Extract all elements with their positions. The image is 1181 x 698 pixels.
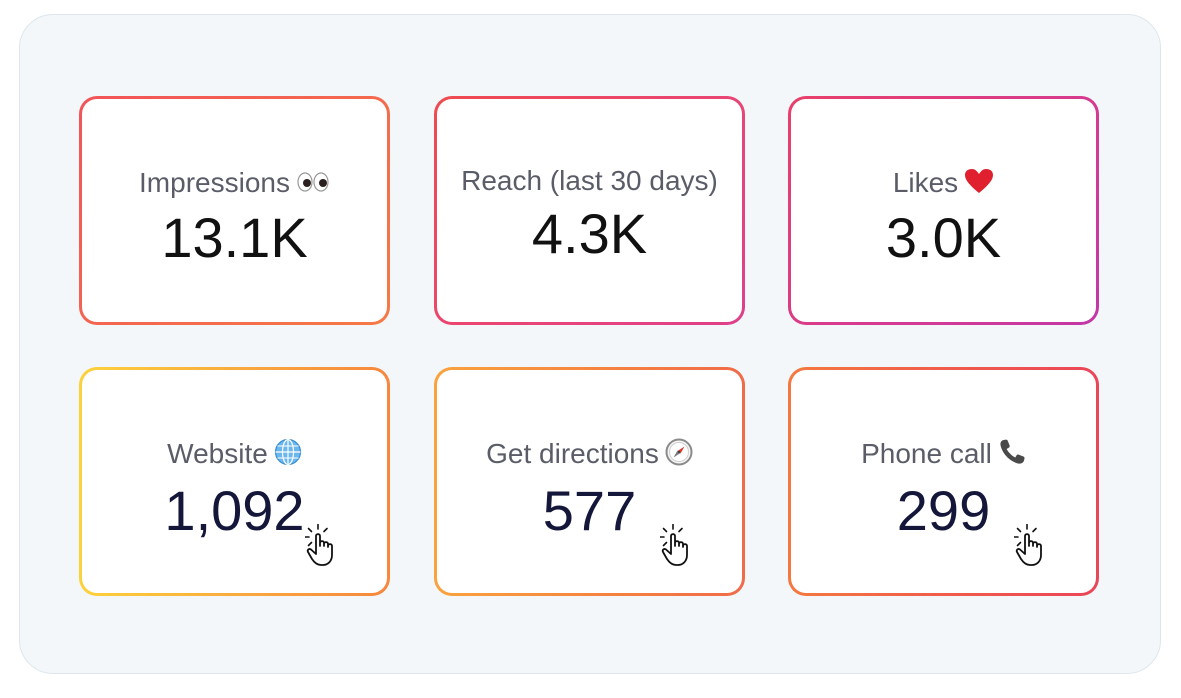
get-directions-card[interactable]: Get directions 577	[434, 367, 745, 596]
impressions-value: 13.1K	[161, 206, 308, 269]
eyes-icon	[296, 169, 330, 201]
compass-icon	[665, 438, 693, 473]
reach-label: Reach (last 30 days)	[461, 165, 718, 196]
get-directions-value: 577	[542, 479, 637, 542]
likes-label: Likes	[892, 167, 959, 198]
impressions-label: Impressions	[139, 167, 290, 198]
phone-icon	[998, 438, 1026, 473]
tap-hand-icon	[1013, 523, 1054, 571]
impressions-card: Impressions 13.1K	[79, 96, 390, 325]
globe-icon	[274, 438, 302, 473]
likes-value: 3.0K	[885, 206, 1002, 269]
phone-call-label: Phone call	[861, 438, 992, 469]
reach-value: 4.3K	[531, 202, 648, 265]
tap-hand-icon	[304, 523, 345, 571]
phone-call-card[interactable]: Phone call 299	[788, 367, 1099, 596]
website-card[interactable]: Website 1,092	[79, 367, 390, 596]
likes-card: Likes 3.0K	[788, 96, 1099, 325]
phone-call-value: 299	[896, 479, 991, 542]
tap-hand-icon	[659, 523, 700, 571]
website-value: 1,092	[164, 479, 305, 542]
website-label: Website	[167, 438, 268, 469]
get-directions-label: Get directions	[486, 438, 659, 469]
heart-icon	[964, 168, 994, 201]
reach-card: Reach (last 30 days) 4.3K	[434, 96, 745, 325]
